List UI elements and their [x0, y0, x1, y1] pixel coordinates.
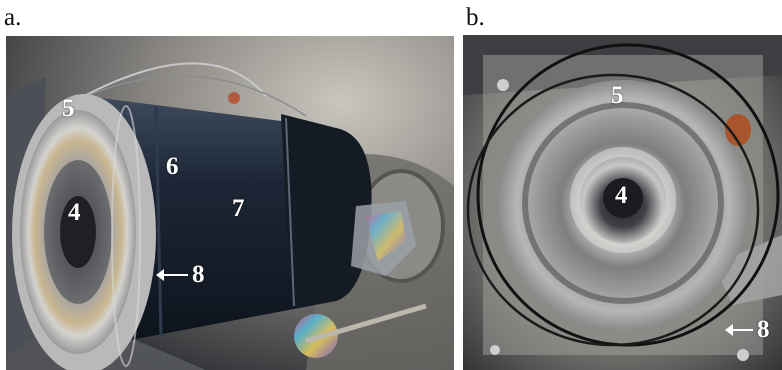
panel-b-photo: 5 4 8: [463, 35, 782, 370]
annotation-7: 7: [232, 195, 245, 222]
annotation-4: 4: [615, 182, 628, 209]
annotation-8: 8: [192, 261, 205, 288]
annotation-6: 6: [166, 153, 179, 180]
panel-b-illustration: [463, 35, 782, 370]
left-arrow-icon: [156, 269, 188, 281]
left-arrow-icon: [725, 324, 753, 336]
panel-a-illustration: [6, 36, 454, 370]
panel-a-letter: a.: [4, 4, 22, 31]
annotation-5: 5: [62, 95, 75, 122]
annotation-8-arrow: 8: [725, 316, 770, 343]
annotation-8: 8: [757, 316, 770, 343]
annotation-5: 5: [611, 82, 624, 109]
annotation-8-arrow: 8: [156, 261, 205, 288]
panel-a-photo: 5 6 4 7 8: [6, 36, 454, 370]
annotation-4: 4: [68, 199, 81, 226]
panel-b-letter: b.: [466, 4, 485, 31]
